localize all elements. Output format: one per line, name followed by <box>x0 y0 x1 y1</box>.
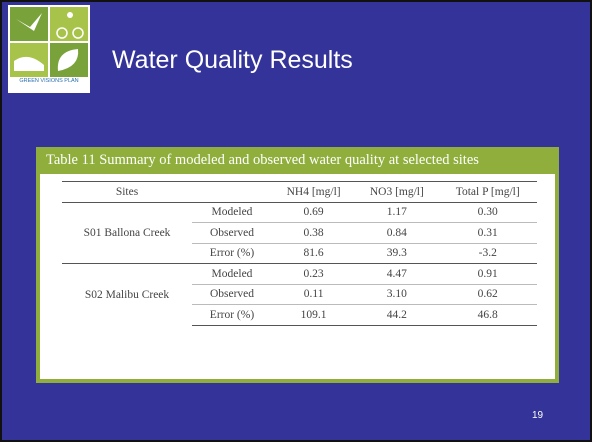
value-cell: 81.6 <box>303 247 324 260</box>
value-cell: 0.84 <box>355 222 439 244</box>
value-cell: 0.30 <box>438 202 537 223</box>
slide-title: Water Quality Results <box>112 46 353 74</box>
value-cell: 3.10 <box>355 284 439 305</box>
value-cell: 0.23 <box>272 263 356 285</box>
value-cell: 46.8 <box>438 304 537 326</box>
table-caption: Table 11 Summary of modeled and observed… <box>40 147 555 174</box>
header-row: Sites NH4 [mg/l] NO3 [mg/l] Total P [mg/l] <box>62 181 537 203</box>
table-panel: Table 11 Summary of modeled and observed… <box>36 147 559 383</box>
table-row: Observed 0.11 3.10 0.62 <box>62 284 537 305</box>
page-number: 19 <box>532 410 544 421</box>
column-header <box>192 181 272 203</box>
logo-graphic <box>10 7 88 77</box>
value-cell: 44.2 <box>355 304 439 326</box>
value-cell: -3.2 <box>478 247 497 260</box>
row-label: Modeled <box>192 263 272 285</box>
row-label: Error (%) <box>209 247 255 260</box>
table-row: Observed 0.38 0.84 0.31 <box>62 222 537 244</box>
value-cell: 0.38 <box>272 222 356 244</box>
row-label: Modeled <box>192 202 272 223</box>
table-row: Error (%) 109.1 44.2 46.8 <box>62 304 537 326</box>
value-cell: 39.3 <box>386 247 407 260</box>
row-label: Observed <box>192 284 272 305</box>
value-cell: 0.69 <box>272 202 356 223</box>
logo-text: GREEN VISIONS PLAN <box>19 78 79 84</box>
table-row: S01 Ballona Creek Modeled 0.69 1.17 0.30 <box>62 202 537 239</box>
site-cell: S02 Malibu Creek <box>62 263 192 325</box>
data-table: Sites NH4 [mg/l] NO3 [mg/l] Total P [mg/l] S… <box>62 181 537 326</box>
value-cell: 1.17 <box>355 202 439 223</box>
row-label: Error (%) <box>192 304 272 326</box>
site-cell: S01 Ballona Creek <box>83 226 171 239</box>
column-header: Total P [mg/l] <box>438 181 537 203</box>
value-cell: 4.47 <box>355 263 439 285</box>
row-label: Observed <box>192 222 272 244</box>
value-cell: 0.31 <box>438 222 537 244</box>
value-cell: 109.1 <box>272 304 356 326</box>
value-cell: 0.11 <box>272 284 356 305</box>
table-row: S02 Malibu Creek Modeled 0.23 4.47 0.91 <box>62 263 537 325</box>
column-header: NO3 [mg/l] <box>355 181 439 203</box>
column-header: NH4 [mg/l] <box>272 181 356 203</box>
logo: GREEN VISIONS PLAN <box>8 5 90 93</box>
value-cell: 0.62 <box>438 284 537 305</box>
table-row: Error (%) 81.6 39.3 -3.2 <box>62 243 537 264</box>
column-header: Sites <box>62 181 192 203</box>
value-cell: 0.91 <box>438 263 537 285</box>
